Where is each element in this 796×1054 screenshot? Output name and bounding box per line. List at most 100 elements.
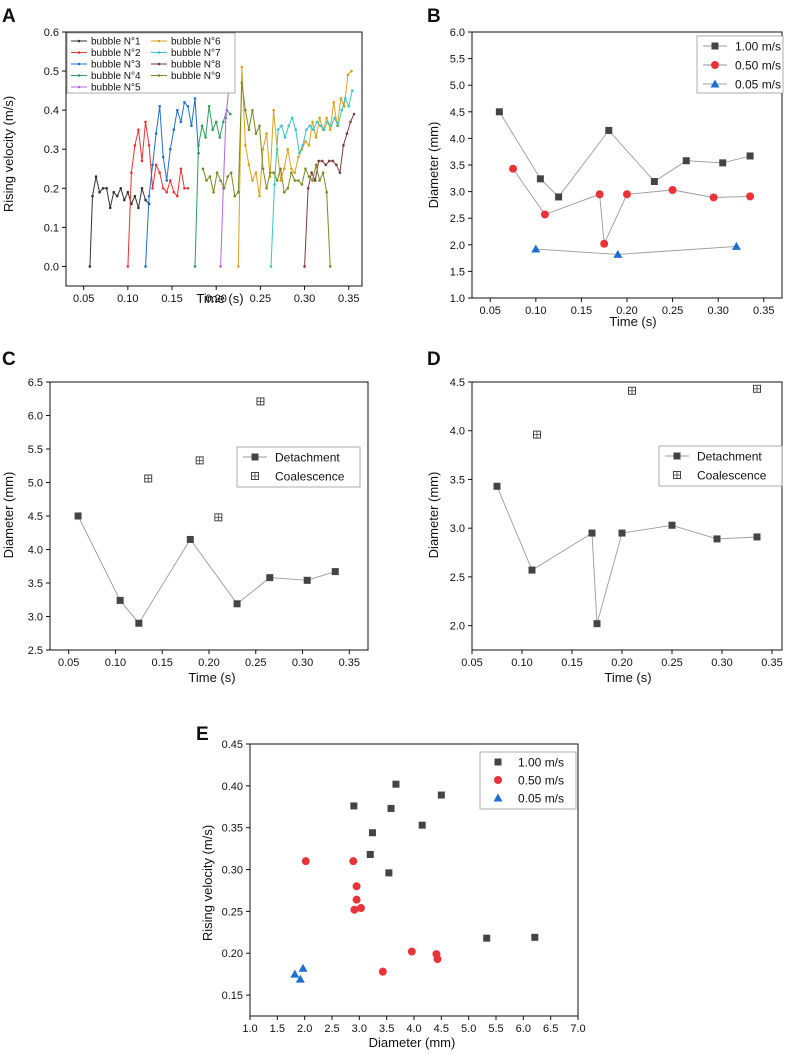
data-point	[151, 187, 154, 190]
x-tick-label: 0.15	[161, 293, 182, 305]
data-point	[244, 144, 247, 147]
panel-c: C 0.05 0.10 0.15 0.20 0.25 0.30 0.35 2.5 3.0 3.5 4…	[1, 349, 369, 685]
data-point	[528, 566, 536, 574]
legend-item: 0.50 m/s	[703, 59, 781, 73]
data-point	[247, 163, 251, 167]
data-point	[295, 974, 305, 983]
y-tick-label: 4.5	[450, 377, 465, 389]
y-tick-label: 0.6	[44, 27, 59, 39]
y-tick-label: 0.3	[44, 144, 59, 156]
legend-label: bubble N°8	[171, 60, 221, 71]
data-point	[261, 167, 265, 171]
data-point	[165, 190, 169, 194]
data-point	[324, 163, 328, 167]
series-bubble-n-8	[303, 112, 356, 268]
data-point	[682, 157, 690, 165]
data-point	[719, 159, 727, 167]
x-tick-label: 0.30	[294, 293, 315, 305]
data-point	[483, 934, 491, 942]
series-line	[512, 168, 751, 246]
x-tick-label: 5.5	[488, 1023, 503, 1035]
x-tick-label: 0.30	[711, 657, 732, 669]
data-point	[650, 177, 658, 185]
panel-a-ylabel: Rising velocity (m/s)	[1, 96, 16, 212]
data-point	[618, 529, 626, 537]
data-point	[297, 155, 300, 159]
data-point	[509, 164, 518, 173]
data-point	[325, 116, 328, 120]
data-point	[205, 179, 208, 182]
data-point	[161, 187, 165, 190]
data-point	[261, 147, 265, 151]
legend: Detachment Coalescence	[658, 445, 783, 487]
series-bubble-n-9	[201, 81, 332, 268]
data-point	[333, 116, 336, 120]
legend-item: 0.05 m/s	[493, 792, 564, 806]
series-line	[496, 486, 758, 624]
y-tick-label: 4.5	[450, 107, 465, 119]
data-point	[176, 194, 179, 198]
data-point	[94, 175, 98, 178]
series-bubble-n-1	[88, 175, 151, 268]
panel-c-plot: 0.05 0.10 0.15 0.20 0.25 0.30 0.35 2.5 3.0 3.5 4.0…	[28, 377, 369, 669]
plot-frame	[471, 381, 783, 651]
panel-b-ylabel: Diameter (mm)	[426, 122, 441, 209]
data-point	[119, 187, 123, 190]
panel-b-label: B	[427, 6, 441, 27]
panel-e: E 1.0 1.5 2.0 2.5 3.0 3.5 4.0 4.5 5.0 5.5 6.0 6.5 7.…	[196, 724, 586, 1050]
legend-item: bubble N°3	[71, 60, 141, 71]
data-point	[172, 128, 176, 131]
data-point	[709, 193, 718, 202]
data-point	[144, 120, 147, 124]
data-point	[293, 171, 297, 174]
data-point	[336, 124, 340, 128]
data-point	[303, 265, 306, 268]
panel-b: B 0.05 0.10 0.15 0.20 0.25 0.30 0.35 1.0 1.5 2.0 2…	[426, 6, 784, 329]
legend-item: 0.50 m/s	[494, 774, 564, 788]
legend-label: bubble N°6	[171, 37, 221, 48]
x-tick-label: 1.0	[242, 1023, 257, 1035]
legend-swatch-dot	[77, 74, 81, 77]
legend-item: 0.05 m/s	[703, 78, 781, 92]
y-tick-label: 5.5	[28, 444, 43, 456]
data-point	[366, 850, 374, 858]
x-tick-label: 3.0	[352, 1023, 367, 1035]
x-tick-label: 0.35	[339, 657, 360, 669]
data-point	[540, 210, 549, 219]
panel-c-ylabel: Diameter (mm)	[1, 472, 16, 559]
data-point	[137, 206, 140, 210]
data-point	[321, 171, 325, 174]
data-point	[317, 159, 321, 163]
x-tick-label: 0.10	[117, 293, 138, 305]
data-point	[251, 179, 254, 182]
data-point	[224, 116, 228, 120]
data-point	[105, 187, 108, 190]
data-point	[186, 535, 194, 543]
data-point	[605, 126, 613, 134]
y-tick-label: 6.0	[28, 411, 43, 423]
data-point	[319, 124, 322, 128]
series-line	[77, 515, 336, 624]
data-point	[266, 574, 274, 582]
y-tick-label: 3.5	[450, 474, 465, 486]
data-point	[254, 132, 258, 135]
data-point	[233, 194, 237, 198]
legend-swatch-marker	[711, 42, 719, 50]
panel-e-xlabel: Diameter (mm)	[369, 1035, 456, 1050]
legend-swatch-marker	[710, 79, 720, 88]
data-point	[133, 144, 137, 147]
panel-a-xlabel: Time (s)	[196, 291, 243, 306]
x-tick-label: 2.5	[324, 1023, 339, 1035]
data-point	[349, 120, 352, 124]
data-point	[290, 171, 293, 174]
data-point	[158, 171, 161, 174]
panel-e-ylabel: Rising velocity (m/s)	[200, 825, 215, 941]
data-point	[668, 186, 677, 195]
x-tick-label: 3.5	[379, 1023, 394, 1035]
y-tick-label: 4.5	[28, 511, 43, 523]
y-tick-label: 2.5	[450, 213, 465, 225]
legend-label: Coalescence	[275, 470, 345, 484]
data-point	[328, 128, 332, 131]
data-point	[304, 167, 307, 171]
